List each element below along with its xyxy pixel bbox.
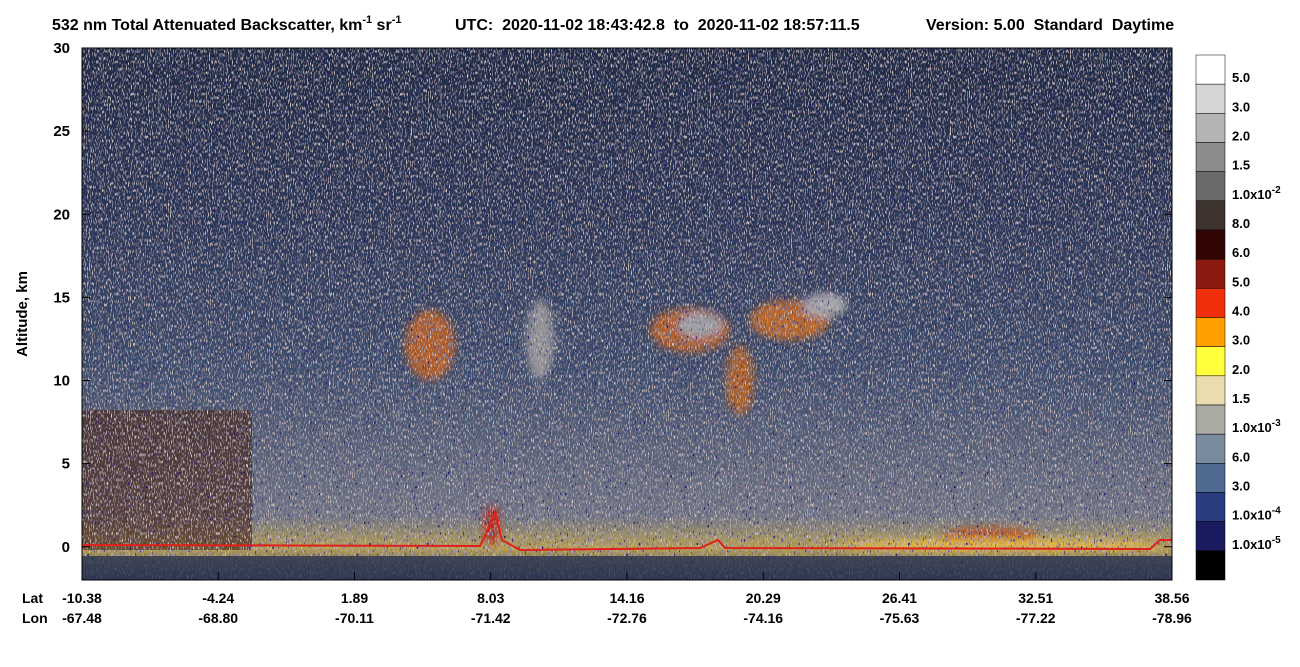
colorbar-label-text: 8.0 <box>1232 216 1250 231</box>
colorbar-label: 4.0 <box>1232 304 1250 319</box>
version-info: Version: 5.00 Standard Daytime <box>926 17 1174 34</box>
colorbar-label: 6.0 <box>1232 245 1250 260</box>
colorbar-label: 5.0 <box>1232 274 1250 289</box>
colorbar-label: 1.0x10-2 <box>1232 185 1281 202</box>
colorbar-box <box>1195 375 1226 406</box>
colorbar-label: 2.0 <box>1232 362 1250 377</box>
y-tick-label: 30 <box>53 40 70 57</box>
colorbar-label: 1.5 <box>1232 391 1250 406</box>
x-row-label: Lat <box>22 590 43 606</box>
colorbar-label: 3.0 <box>1232 99 1250 114</box>
colorbar-label-text: 1.0x10 <box>1232 420 1272 435</box>
colorbar-label-sup: -2 <box>1272 185 1281 196</box>
colorbar-label-text: 1.0x10 <box>1232 187 1272 202</box>
lat-label: 38.56 <box>1154 590 1189 606</box>
y-tick-label: 20 <box>53 206 70 223</box>
lat-label: 32.51 <box>1018 590 1053 606</box>
colorbar-label-sup: -4 <box>1272 506 1281 517</box>
colorbar-box <box>1195 550 1226 581</box>
lat-label: 26.41 <box>882 590 917 606</box>
y-tick-label: 25 <box>53 123 70 140</box>
colorbar-box <box>1195 433 1226 464</box>
colorbar-label: 3.0 <box>1232 479 1250 494</box>
lat-label: -10.38 <box>62 590 102 606</box>
colorbar-label-text: 5.0 <box>1232 274 1250 289</box>
colorbar-box <box>1195 171 1226 202</box>
lat-label: 1.89 <box>341 590 368 606</box>
colorbar-label: 5.0 <box>1232 70 1250 85</box>
colorbar-label-sup: -5 <box>1272 535 1281 546</box>
colorbar-label-text: 1.5 <box>1232 391 1250 406</box>
lat-label: 8.03 <box>477 590 504 606</box>
colorbar-label: 1.5 <box>1232 158 1250 173</box>
colorbar-box <box>1195 288 1226 318</box>
chart-title: 532 nm Total Attenuated Backscatter, km-… <box>52 14 401 34</box>
y-axis-label: Altitude, km <box>14 271 31 357</box>
colorbar-label-text: 1.0x10 <box>1232 537 1272 552</box>
colorbar-box <box>1195 317 1226 347</box>
lon-label: -72.76 <box>607 610 647 626</box>
colorbar-label: 3.0 <box>1232 333 1250 348</box>
colorbar-box <box>1195 521 1226 552</box>
y-tick-label: 0 <box>62 539 70 556</box>
colorbar-box <box>1195 200 1226 231</box>
y-tick-label: 10 <box>53 373 70 390</box>
colorbar-label-text: 6.0 <box>1232 449 1250 464</box>
colorbar-box <box>1195 54 1226 85</box>
x-row-label: Lon <box>22 610 48 626</box>
colorbar-box <box>1195 229 1226 260</box>
colorbar-label: 1.0x10-5 <box>1232 535 1281 552</box>
colorbar-label-text: 1.5 <box>1232 158 1250 173</box>
colorbar-label-sup: -3 <box>1272 418 1281 429</box>
y-tick-label: 15 <box>53 289 70 306</box>
lat-label: 20.29 <box>746 590 781 606</box>
colorbar-label-text: 6.0 <box>1232 245 1250 260</box>
lon-label: -68.80 <box>198 610 238 626</box>
colorbar-label-text: 3.0 <box>1232 99 1250 114</box>
colorbar-label: 1.0x10-4 <box>1232 506 1281 523</box>
colorbar-label: 8.0 <box>1232 216 1250 231</box>
lon-label: -74.16 <box>743 610 783 626</box>
colorbar-label: 2.0 <box>1232 129 1250 144</box>
colorbar-label-text: 3.0 <box>1232 479 1250 494</box>
colorbar-label-text: 2.0 <box>1232 129 1250 144</box>
colorbar-box <box>1195 113 1226 143</box>
colorbar-label-text: 1.0x10 <box>1232 508 1272 523</box>
colorbar-box <box>1195 492 1226 522</box>
backscatter-image <box>82 48 1172 580</box>
colorbar-box <box>1195 83 1226 114</box>
colorbar-box <box>1195 142 1226 172</box>
colorbar-box <box>1195 258 1226 289</box>
colorbar-label-text: 4.0 <box>1232 304 1250 319</box>
colorbar-label-text: 3.0 <box>1232 333 1250 348</box>
utc-range: UTC: 2020-11-02 18:43:42.8 to 2020-11-02… <box>455 17 860 34</box>
colorbar-box <box>1195 404 1226 435</box>
colorbar-box <box>1195 346 1226 377</box>
y-tick-label: 5 <box>62 456 70 473</box>
lat-label: -4.24 <box>202 590 234 606</box>
lon-label: -78.96 <box>1152 610 1192 626</box>
lon-label: -70.11 <box>335 610 374 626</box>
lon-label: -75.63 <box>880 610 920 626</box>
lon-label: -77.22 <box>1016 610 1056 626</box>
colorbar-label: 1.0x10-3 <box>1232 418 1281 435</box>
colorbar-box <box>1195 463 1226 493</box>
lon-label: -71.42 <box>471 610 511 626</box>
lat-label: 14.16 <box>609 590 644 606</box>
lon-label: -67.48 <box>62 610 102 626</box>
colorbar-label-text: 5.0 <box>1232 70 1250 85</box>
colorbar-label-text: 2.0 <box>1232 362 1250 377</box>
colorbar-label: 6.0 <box>1232 449 1250 464</box>
